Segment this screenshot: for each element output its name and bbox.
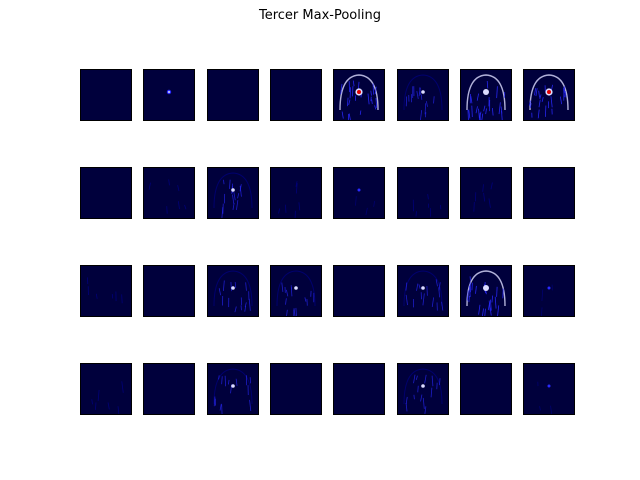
feature-map-tile	[397, 167, 449, 219]
feature-map-tile	[143, 167, 195, 219]
feature-map-tile	[523, 167, 575, 219]
feature-map-image	[208, 266, 258, 316]
feature-map-tile	[460, 363, 512, 415]
feature-map-image	[271, 266, 321, 316]
feature-map-image	[524, 266, 574, 316]
feature-map-image	[144, 364, 194, 414]
feature-map-image	[334, 266, 384, 316]
feature-map-image	[524, 364, 574, 414]
feature-map-image	[81, 364, 131, 414]
feature-map-image	[271, 70, 321, 120]
feature-map-image	[398, 70, 448, 120]
feature-map-tile	[207, 167, 259, 219]
feature-map-image	[208, 70, 258, 120]
feature-map-tile	[80, 69, 132, 121]
feature-map-tile	[270, 69, 322, 121]
feature-map-tile	[333, 363, 385, 415]
feature-map-tile	[333, 69, 385, 121]
feature-map-image	[334, 364, 384, 414]
feature-map-image	[524, 168, 574, 218]
feature-map-image	[334, 70, 384, 120]
feature-map-image	[398, 168, 448, 218]
feature-map-tile	[207, 69, 259, 121]
feature-map-image	[144, 266, 194, 316]
feature-map-tile	[143, 69, 195, 121]
feature-map-image	[461, 70, 511, 120]
feature-map-image	[81, 266, 131, 316]
feature-map-image	[461, 168, 511, 218]
feature-map-tile	[333, 167, 385, 219]
feature-map-image	[208, 364, 258, 414]
feature-map-tile	[460, 69, 512, 121]
feature-map-tile	[270, 363, 322, 415]
feature-map-tile	[80, 167, 132, 219]
feature-map-image	[461, 266, 511, 316]
feature-map-image	[398, 266, 448, 316]
feature-map-image	[398, 364, 448, 414]
feature-map-tile	[270, 265, 322, 317]
feature-map-tile	[523, 69, 575, 121]
feature-map-image	[81, 70, 131, 120]
feature-map-image	[144, 168, 194, 218]
feature-map-tile	[270, 167, 322, 219]
feature-map-tile	[80, 363, 132, 415]
feature-map-image	[334, 168, 384, 218]
feature-map-image	[271, 168, 321, 218]
feature-map-tile	[397, 363, 449, 415]
feature-map-tile	[80, 265, 132, 317]
feature-map-tile	[333, 265, 385, 317]
feature-map-tile	[460, 167, 512, 219]
feature-map-tile	[143, 363, 195, 415]
feature-map-image	[271, 364, 321, 414]
feature-map-image	[208, 168, 258, 218]
feature-map-tile	[207, 265, 259, 317]
feature-map-image	[524, 70, 574, 120]
feature-map-tile	[397, 265, 449, 317]
figure-title: Tercer Max-Pooling	[259, 8, 381, 23]
feature-map-tile	[523, 363, 575, 415]
feature-map-image	[144, 70, 194, 120]
feature-map-tile	[523, 265, 575, 317]
feature-map-tile	[460, 265, 512, 317]
feature-map-image	[81, 168, 131, 218]
feature-map-tile	[143, 265, 195, 317]
feature-map-tile	[397, 69, 449, 121]
feature-map-tile	[207, 363, 259, 415]
feature-map-image	[461, 364, 511, 414]
